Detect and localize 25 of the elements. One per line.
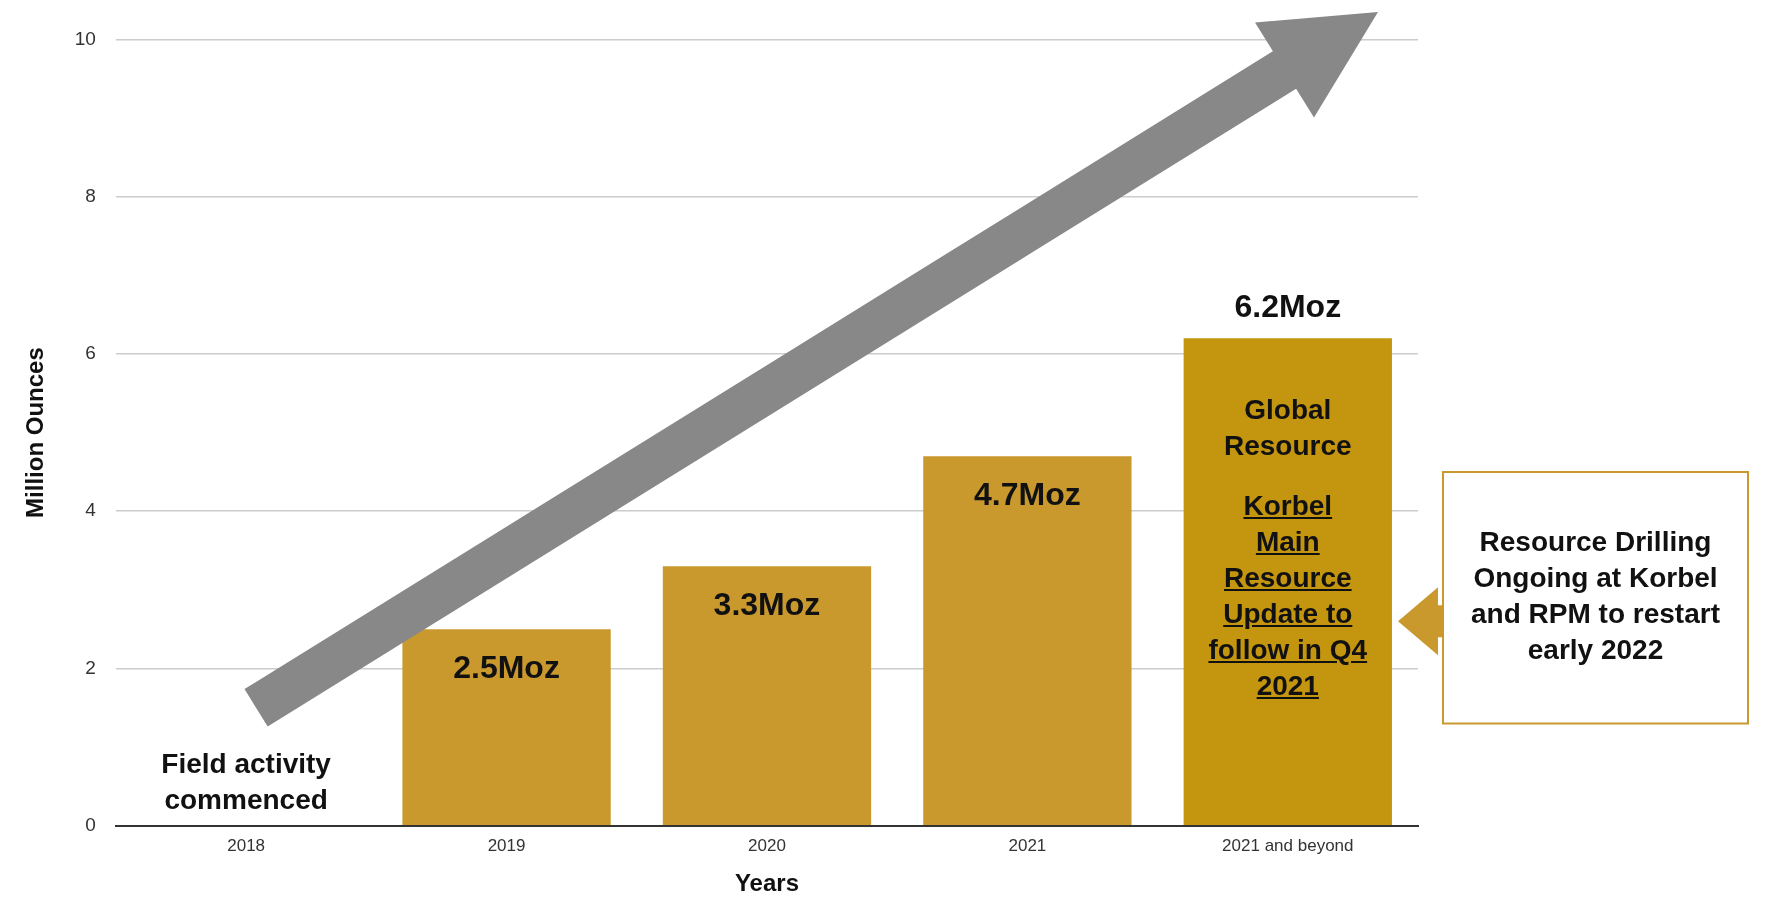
annotation: Field activity commenced	[161, 747, 332, 815]
bar	[1183, 338, 1392, 826]
bar	[662, 566, 872, 826]
text: Resource Drilling Ongoing at Korbel and RPM to restart early 2022	[1471, 526, 1720, 666]
y-tick-label: 4	[85, 499, 97, 521]
y-tick-label: 0	[85, 814, 96, 836]
bar	[923, 456, 1132, 826]
y-tick-label: 10	[74, 27, 96, 49]
y-tick-label: 8	[85, 184, 96, 206]
data-label: 6.2Moz	[1234, 288, 1342, 325]
x-tick-label: 2021	[1008, 835, 1047, 855]
x-axis-title: Years	[734, 869, 800, 897]
x-tick-label: 2020	[748, 835, 786, 855]
data-label: 2.5Moz	[453, 649, 560, 686]
annotation: Korbel Main Resource Update to follow in Q4 2021	[1207, 488, 1368, 703]
x-tick-label: 2021 and beyond	[1222, 835, 1354, 855]
annotation: Global Resource	[1223, 394, 1352, 461]
data-label: 3.3Moz	[713, 586, 821, 623]
y-axis-title: Million Ounces	[21, 347, 49, 518]
x-tick-label: 2018	[227, 835, 266, 855]
x-tick-label: 2019	[487, 835, 526, 855]
y-tick-label: 2	[85, 656, 96, 678]
bar	[402, 629, 611, 826]
y-tick-label: 6	[85, 342, 96, 364]
data-label: 4.7Moz	[974, 476, 1081, 513]
